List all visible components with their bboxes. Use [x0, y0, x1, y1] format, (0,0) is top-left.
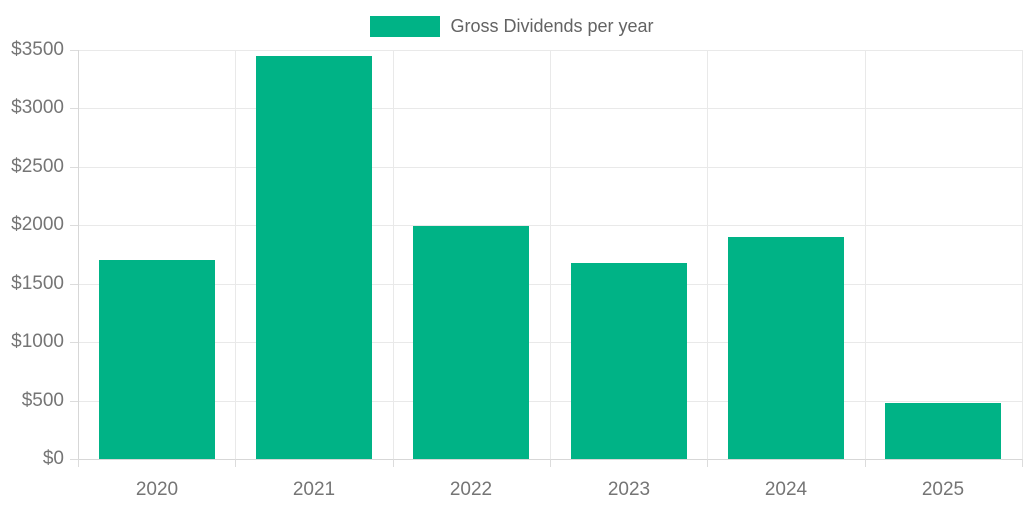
x-axis-tick	[393, 459, 394, 467]
y-axis-tick-label: $1000	[11, 331, 64, 352]
bar-2021[interactable]	[256, 56, 372, 459]
y-axis-tick	[70, 108, 78, 109]
bar-2022[interactable]	[413, 226, 529, 459]
v-gridline	[235, 50, 236, 459]
y-axis-tick-label: $3000	[11, 97, 64, 118]
y-axis-tick	[70, 225, 78, 226]
x-axis-label: 2021	[292, 479, 336, 500]
bar-2023[interactable]	[571, 263, 687, 459]
x-axis-tick	[865, 459, 866, 467]
y-axis-tick-label: $2000	[11, 214, 64, 235]
bar-2020[interactable]	[99, 260, 215, 459]
x-axis-tick	[707, 459, 708, 467]
bar-2024[interactable]	[728, 237, 844, 459]
y-axis-tick	[70, 167, 78, 168]
x-axis-label: 2025	[921, 479, 965, 500]
y-axis-tick	[70, 459, 78, 460]
chart-legend[interactable]: Gross Dividends per year	[0, 15, 1024, 37]
y-axis-tick-label: $3500	[11, 39, 64, 60]
v-gridline	[865, 50, 866, 459]
y-axis-tick-label: $0	[42, 448, 64, 469]
legend-label: Gross Dividends per year	[450, 16, 654, 36]
y-axis-tick	[70, 284, 78, 285]
legend-swatch	[370, 15, 441, 37]
y-axis-line	[78, 50, 79, 459]
x-axis-tick	[78, 459, 79, 467]
bar-2025[interactable]	[885, 403, 1001, 459]
x-axis-label: 2020	[135, 479, 179, 500]
x-axis-label: 2024	[764, 479, 808, 500]
y-axis-tick-label: $2500	[11, 156, 64, 177]
y-axis-tick-label: $1500	[11, 273, 64, 294]
v-gridline	[707, 50, 708, 459]
v-gridline	[1022, 50, 1023, 459]
y-axis-tick	[70, 342, 78, 343]
x-axis-tick	[550, 459, 551, 467]
x-axis-label: 2022	[449, 479, 493, 500]
v-gridline	[550, 50, 551, 459]
y-axis-tick-label: $500	[21, 390, 64, 411]
y-axis-tick	[70, 401, 78, 402]
x-axis-tick	[235, 459, 236, 467]
x-axis-line	[70, 459, 1022, 460]
x-axis-tick	[1022, 459, 1023, 467]
v-gridline	[393, 50, 394, 459]
x-axis-label: 2023	[607, 479, 651, 500]
y-axis-tick	[70, 50, 78, 51]
